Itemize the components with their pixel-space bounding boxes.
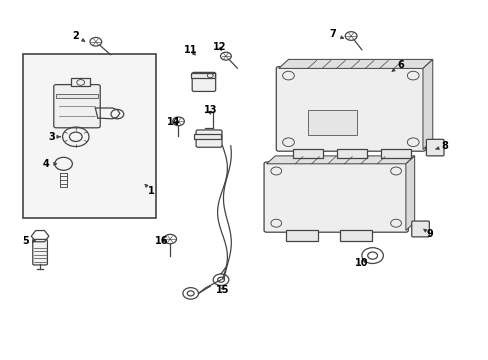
FancyBboxPatch shape [411, 221, 428, 237]
Text: 16: 16 [154, 236, 168, 246]
Text: 4: 4 [43, 159, 57, 169]
Text: 3: 3 [48, 132, 60, 142]
Text: 13: 13 [203, 105, 217, 115]
FancyBboxPatch shape [196, 130, 222, 147]
Bar [194, 134, 221, 139]
Text: 6: 6 [391, 60, 404, 71]
FancyBboxPatch shape [276, 67, 425, 151]
Bar [71, 78, 90, 86]
FancyBboxPatch shape [54, 85, 100, 128]
Polygon shape [422, 59, 432, 149]
Polygon shape [278, 59, 432, 68]
Text: 8: 8 [435, 141, 447, 151]
FancyBboxPatch shape [426, 139, 443, 156]
Text: 12: 12 [213, 42, 226, 52]
Text: 15: 15 [215, 285, 229, 295]
Text: 5: 5 [22, 236, 36, 246]
Text: 9: 9 [423, 229, 433, 239]
Bar [285, 230, 317, 241]
Text: 10: 10 [354, 258, 368, 268]
FancyBboxPatch shape [264, 162, 407, 232]
Bar [23, 54, 155, 218]
Text: 11: 11 [183, 45, 197, 55]
FancyBboxPatch shape [192, 72, 215, 91]
Bar [339, 230, 371, 241]
Text: 2: 2 [72, 31, 84, 41]
Bar [337, 149, 366, 158]
Polygon shape [405, 156, 414, 230]
Bar [307, 110, 356, 135]
Bar [56, 94, 98, 98]
Bar [381, 149, 410, 158]
Text: 7: 7 [328, 29, 343, 39]
Polygon shape [266, 156, 414, 164]
Bar [190, 73, 215, 78]
Text: 14: 14 [166, 117, 180, 127]
FancyBboxPatch shape [33, 239, 47, 265]
Text: 1: 1 [144, 184, 155, 196]
Bar [293, 149, 322, 158]
